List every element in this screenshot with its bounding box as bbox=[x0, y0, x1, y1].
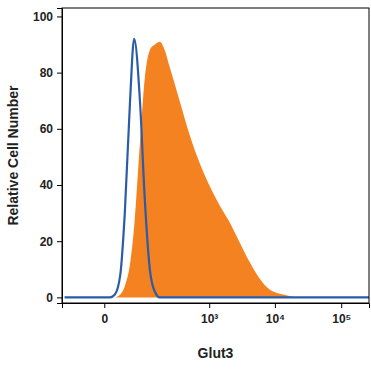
y-axis-line bbox=[57, 9, 63, 304]
histogram-line bbox=[65, 39, 369, 297]
y-tick-label: 20 bbox=[40, 235, 54, 249]
y-tick-label: 80 bbox=[40, 66, 54, 80]
y-tick: 20 bbox=[40, 235, 62, 249]
y-tick-mark bbox=[57, 241, 62, 242]
y-tick-label: 60 bbox=[40, 122, 54, 136]
y-axis-title: Relative Cell Number bbox=[5, 85, 21, 226]
x-axis-line bbox=[63, 304, 370, 309]
plot-frame bbox=[62, 8, 369, 303]
x-tick-label: 10³ bbox=[201, 312, 218, 326]
histogram-area bbox=[65, 42, 369, 298]
x-tick-mark bbox=[341, 303, 342, 308]
y-tick: 60 bbox=[40, 122, 62, 136]
x-tick-mark bbox=[209, 303, 210, 308]
x-tick-label: 0 bbox=[101, 312, 108, 326]
y-tick-mark bbox=[57, 297, 62, 298]
x-axis-title: Glut3 bbox=[198, 345, 234, 361]
chart: 0 10³ 10⁴ 10⁵ 0 20 40 60 80 100 Glut3 Relative Cell… bbox=[0, 0, 371, 372]
x-axis: 0 10³ 10⁴ 10⁵ bbox=[63, 303, 370, 326]
y-tick-mark bbox=[57, 129, 62, 130]
x-tick-mark bbox=[104, 303, 105, 308]
y-tick-label: 0 bbox=[46, 291, 53, 305]
x-tick-label: 10⁴ bbox=[266, 312, 285, 326]
x-tick-label: 10⁵ bbox=[332, 312, 351, 326]
x-tick: 10⁵ bbox=[332, 303, 351, 326]
y-tick-label: 100 bbox=[33, 10, 53, 24]
y-tick: 100 bbox=[33, 10, 62, 24]
plot-area bbox=[65, 39, 369, 297]
y-tick-mark bbox=[57, 16, 62, 17]
y-axis: 0 20 40 60 80 100 bbox=[33, 9, 63, 305]
y-tick-label: 40 bbox=[40, 178, 54, 192]
x-tick-mark bbox=[275, 303, 276, 308]
x-tick: 10⁴ bbox=[266, 303, 285, 326]
y-tick-mark bbox=[57, 185, 62, 186]
y-tick: 80 bbox=[40, 66, 62, 80]
y-tick-mark bbox=[57, 73, 62, 74]
y-tick: 0 bbox=[46, 291, 62, 305]
x-tick: 0 bbox=[101, 303, 108, 326]
y-tick: 40 bbox=[40, 178, 62, 192]
x-tick: 10³ bbox=[201, 303, 218, 326]
